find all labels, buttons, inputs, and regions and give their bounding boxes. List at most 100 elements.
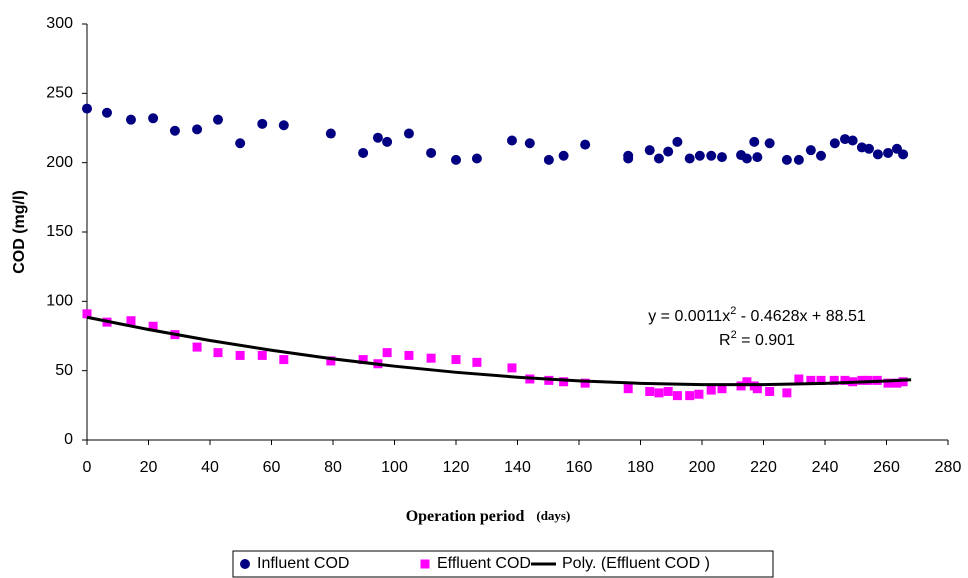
point xyxy=(672,136,683,147)
point xyxy=(752,384,762,394)
x-tick-label: 100 xyxy=(381,459,408,476)
point xyxy=(684,153,695,164)
point xyxy=(382,136,393,147)
point xyxy=(872,149,883,160)
x-tick-label: 0 xyxy=(83,459,92,476)
point xyxy=(653,153,664,164)
point xyxy=(451,154,461,165)
x-tick-label: 220 xyxy=(750,459,777,476)
point xyxy=(883,378,893,388)
point xyxy=(623,384,633,394)
point xyxy=(278,120,289,131)
point xyxy=(325,128,336,139)
x-tick-label: 160 xyxy=(566,459,593,476)
point xyxy=(82,103,92,114)
point xyxy=(898,149,909,160)
x-tick-label: 20 xyxy=(140,459,158,476)
point xyxy=(426,353,436,363)
point xyxy=(898,377,908,387)
point xyxy=(524,138,535,149)
x-tick-label: 260 xyxy=(873,459,900,476)
legend-marker xyxy=(240,559,250,569)
x-tick-label: 140 xyxy=(504,459,531,476)
x-tick-label: 120 xyxy=(443,459,470,476)
point xyxy=(148,321,158,331)
trendline xyxy=(86,315,912,387)
point xyxy=(654,388,664,398)
equation-part: y = 0.0011x xyxy=(648,308,730,325)
point xyxy=(125,114,136,125)
r-squared-part: = 0.901 xyxy=(737,332,795,349)
point xyxy=(883,147,894,158)
y-tick-label: 150 xyxy=(46,223,73,240)
point xyxy=(717,384,727,394)
y-tick-label: 250 xyxy=(46,85,73,102)
point xyxy=(857,375,867,385)
point xyxy=(507,363,517,373)
point xyxy=(235,138,246,149)
point xyxy=(829,375,839,385)
point xyxy=(793,154,804,165)
point xyxy=(685,391,695,401)
point xyxy=(404,350,414,360)
point xyxy=(806,375,816,385)
point xyxy=(706,385,716,395)
y-tick-label: 50 xyxy=(55,362,73,379)
point xyxy=(706,150,717,161)
point xyxy=(694,389,704,399)
x-tick-label: 280 xyxy=(935,459,962,476)
point xyxy=(765,386,775,396)
x-tick-label: 180 xyxy=(627,459,654,476)
point xyxy=(840,375,850,385)
point xyxy=(892,378,902,388)
point xyxy=(358,355,368,365)
legend-label: Effluent COD xyxy=(437,555,531,572)
y-tick-label: 0 xyxy=(64,431,73,448)
point xyxy=(816,375,826,385)
point xyxy=(148,113,159,124)
point xyxy=(192,342,202,352)
point xyxy=(82,309,92,319)
point xyxy=(372,132,383,143)
point xyxy=(805,145,816,156)
point xyxy=(623,153,634,164)
point xyxy=(580,378,590,388)
y-axis-label: COD (mg/l) xyxy=(11,190,28,274)
point xyxy=(781,154,792,165)
point xyxy=(559,377,569,387)
point xyxy=(326,356,336,366)
x-axis-unit: (days) xyxy=(536,508,570,523)
point xyxy=(645,386,655,396)
point xyxy=(426,147,437,158)
point xyxy=(471,153,482,164)
point xyxy=(839,134,850,145)
point xyxy=(257,118,268,129)
point xyxy=(403,128,414,139)
point xyxy=(694,150,705,161)
point xyxy=(101,107,112,118)
point xyxy=(863,143,874,154)
y-tick-label: 300 xyxy=(46,15,73,32)
point xyxy=(212,114,223,125)
point xyxy=(580,139,591,150)
point xyxy=(716,152,727,163)
legend-label: Poly. (Effluent COD ) xyxy=(562,555,710,572)
point xyxy=(644,145,655,156)
point xyxy=(257,350,267,360)
point xyxy=(382,348,392,358)
point xyxy=(794,374,804,384)
point xyxy=(829,138,840,149)
point xyxy=(847,135,858,146)
legend-marker xyxy=(420,559,430,569)
point xyxy=(213,348,223,358)
point xyxy=(749,136,760,147)
y-tick-label: 200 xyxy=(46,154,73,171)
point xyxy=(192,124,203,135)
point xyxy=(472,357,482,367)
equation: y = 0.0011x2 - 0.4628x + 88.51 xyxy=(648,305,866,325)
point xyxy=(358,147,369,158)
r-squared-part: R xyxy=(719,332,731,349)
point xyxy=(663,146,674,157)
y-tick-label: 100 xyxy=(46,293,73,310)
